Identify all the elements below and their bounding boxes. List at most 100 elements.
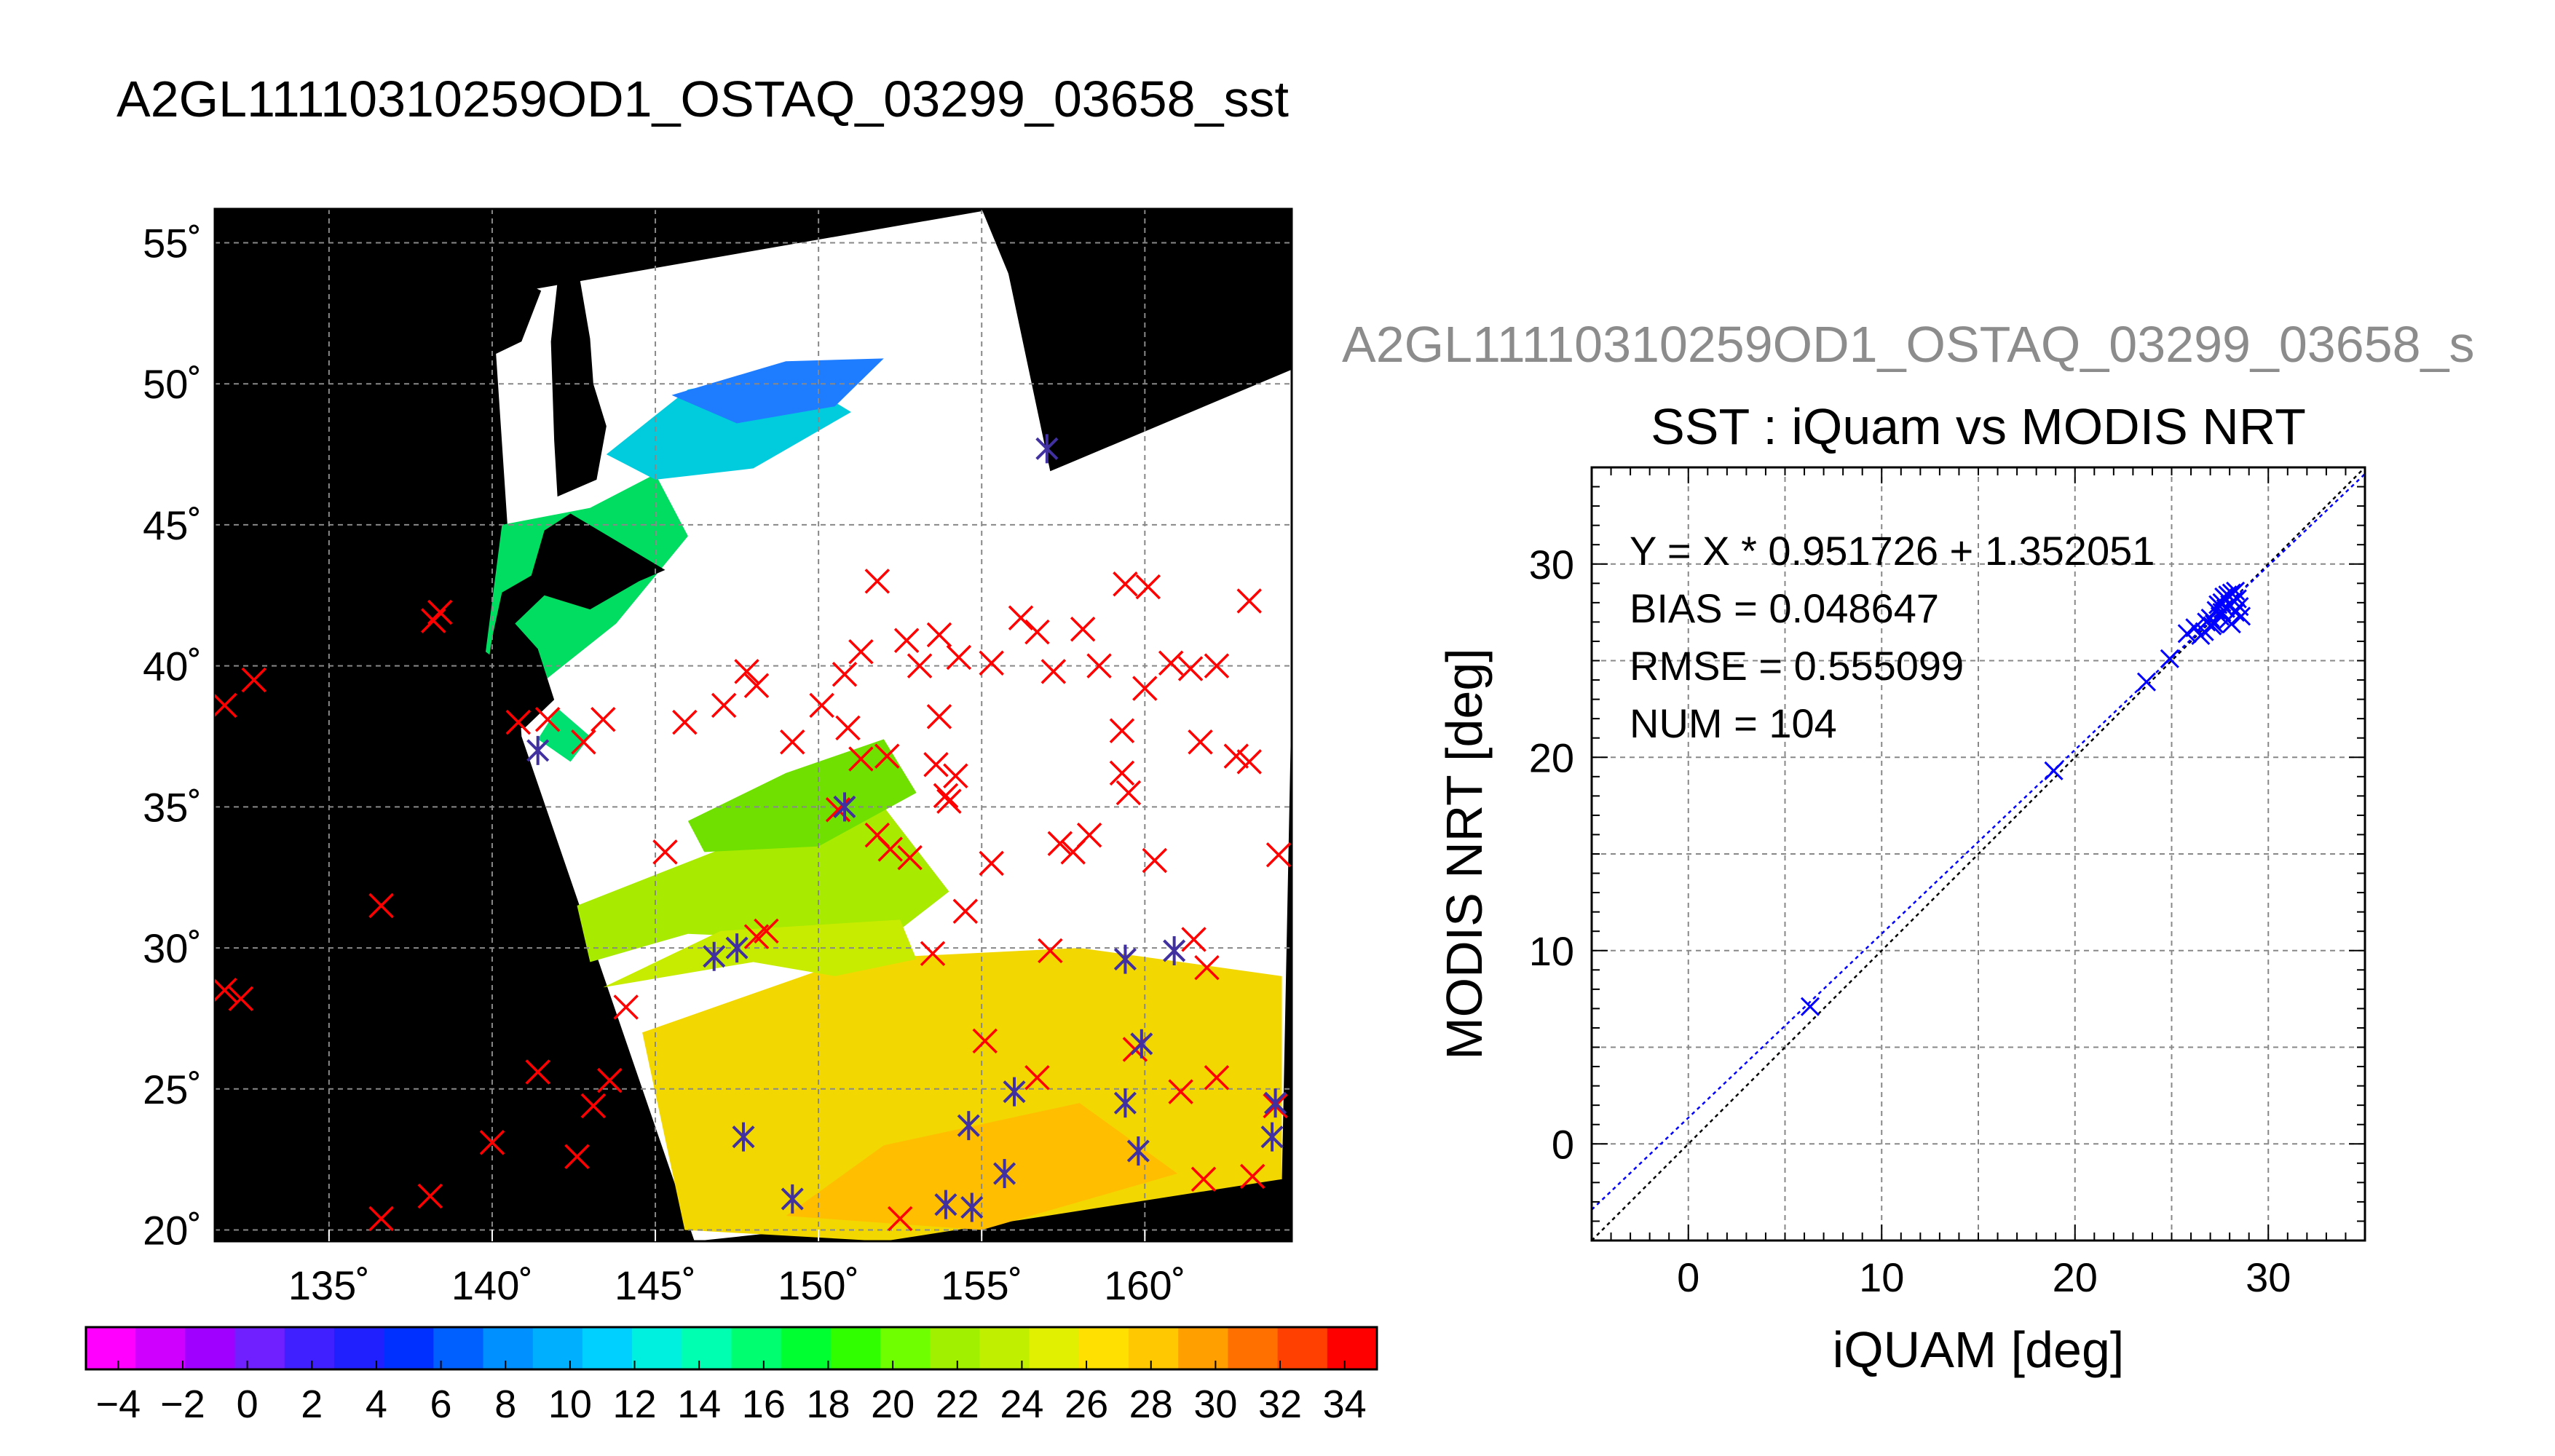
colorbar-tick-label: 22	[936, 1382, 979, 1426]
colorbar-tick-label: 6	[430, 1382, 452, 1426]
land-mass	[485, 513, 666, 728]
map-marker-x	[734, 659, 759, 684]
colorbar-swatch	[582, 1327, 633, 1369]
scatter-marker-x	[2160, 649, 2179, 668]
map-marker-x	[591, 707, 616, 732]
sst-field-patch	[671, 358, 884, 424]
colorbar-frame	[84, 1326, 1378, 1371]
colorbar-tick-label: 16	[742, 1382, 786, 1426]
map-marker-x	[907, 653, 933, 678]
map-marker-asterisk	[1035, 434, 1059, 464]
map-y-tick-label: 30˚	[143, 925, 202, 971]
colorbar-tick-label: 18	[806, 1382, 850, 1426]
annotation-bias: BIAS = 0.048647	[1630, 585, 1939, 631]
map-y-tick-label: 20˚	[143, 1208, 202, 1254]
map-marker-asterisk	[1126, 1136, 1150, 1166]
map-marker-x	[368, 893, 394, 919]
scatter-marker-x	[2222, 614, 2241, 634]
map-marker-asterisk	[725, 933, 749, 963]
map-marker-x	[1204, 1065, 1230, 1091]
map-marker-asterisk	[732, 1122, 755, 1152]
map-marker-x	[1188, 729, 1213, 755]
scatter-x-tick-label: 20	[2053, 1254, 2098, 1300]
map-marker-x	[1109, 718, 1135, 743]
map-marker-asterisk	[833, 792, 856, 822]
map-marker-x	[1135, 574, 1161, 600]
scatter-x-tick-label: 10	[1859, 1254, 1904, 1300]
annotation-num: NUM = 104	[1630, 700, 1837, 746]
map-marker-x	[780, 729, 805, 755]
map-marker-x	[926, 704, 952, 729]
map-x-ticks: 135˚ 140˚ 145˚ 150˚ 155˚ 160˚	[288, 1230, 1185, 1308]
colorbar-swatch	[86, 1327, 136, 1369]
map-marker-x	[571, 729, 596, 755]
map-marker-x	[580, 1093, 607, 1119]
map-marker-x	[923, 752, 949, 778]
colorbar-tick-label: 26	[1065, 1382, 1108, 1426]
colorbar-swatch	[1327, 1327, 1378, 1369]
map-marker-x	[1223, 743, 1249, 769]
map-x-tick-label: 140˚	[451, 1262, 533, 1308]
colorbar-swatch	[234, 1327, 285, 1369]
scatter-marker-x	[2044, 761, 2064, 780]
map-y-tick-label: 45˚	[143, 502, 202, 548]
map-marker-x	[926, 622, 952, 648]
colorbar-tick-label: 32	[1258, 1382, 1302, 1426]
map-marker-x	[1038, 938, 1063, 964]
colorbar-swatch	[532, 1327, 583, 1369]
scatter-y-ticks: 0 10 20 30	[1529, 542, 1574, 1168]
map-marker-x	[809, 692, 834, 719]
colorbar-swatch	[1029, 1327, 1080, 1369]
land-mass	[982, 209, 1194, 328]
map-marker-x	[874, 743, 900, 769]
colorbar-swatch	[1178, 1327, 1229, 1369]
map-marker-x	[1086, 653, 1112, 678]
map-marker-x	[877, 836, 903, 862]
colorbar-tick-label: 4	[366, 1382, 387, 1426]
map-marker-x	[652, 839, 678, 865]
map-marker-x	[1190, 1166, 1217, 1192]
scatter-marker-x	[2185, 618, 2205, 638]
map-marker-x	[887, 1206, 913, 1232]
colorbar-swatch	[930, 1327, 981, 1369]
map-marker-x	[427, 599, 453, 625]
map-marker-x	[946, 644, 972, 670]
scatter-y-tick-label: 0	[1552, 1121, 1574, 1167]
scatter-marker-x	[1800, 997, 1820, 1016]
colorbar-tick-label: 12	[612, 1382, 656, 1426]
map-marker-x	[525, 1059, 550, 1085]
colorbar-swatch	[1228, 1327, 1279, 1369]
map-marker-x	[417, 1183, 443, 1209]
map-marker-x	[1024, 619, 1050, 645]
sst-map-panel: 135˚ 140˚ 145˚ 150˚ 155˚ 160˚ 20˚ 25˚ 30˚ 35˚ 40˚…	[143, 207, 1293, 1308]
map-marker-x	[936, 788, 962, 814]
map-marker-x	[1115, 780, 1142, 806]
colorbar-swatch	[781, 1327, 832, 1369]
colorbar: −4 −2 0 2 4 6 8 10 12 14 16 18 20 22 24 26 28 30 32 34	[84, 1326, 1378, 1426]
map-marker-asterisk	[1113, 1088, 1137, 1118]
map-y-tick-label: 55˚	[143, 220, 202, 266]
map-marker-asterisk	[1003, 1077, 1026, 1107]
map-marker-x	[979, 850, 1004, 877]
map-marker-x	[1047, 831, 1073, 856]
scatter-marker-x	[2226, 581, 2246, 601]
colorbar-tick-label: 30	[1193, 1382, 1237, 1426]
map-marker-x	[1236, 749, 1262, 775]
colorbar-tick-label: 8	[494, 1382, 516, 1426]
scatter-marker-x	[2204, 614, 2224, 634]
colorbar-tick-label: 0	[237, 1382, 258, 1426]
scatter-y-tick-label: 30	[1529, 542, 1574, 587]
colorbar-swatch	[1078, 1327, 1129, 1369]
scatter-x-tick-label: 0	[1677, 1254, 1699, 1300]
colorbar-swatch	[682, 1327, 732, 1369]
land-mass	[550, 262, 607, 497]
map-marker-x	[215, 977, 237, 1003]
colorbar-tick-label: 20	[871, 1382, 915, 1426]
map-marker-x	[933, 783, 959, 809]
map-marker-x	[1181, 927, 1207, 952]
map-marker-x	[848, 746, 874, 772]
map-marker-x	[534, 707, 561, 732]
map-marker-x	[1168, 1079, 1193, 1104]
colorbar-tick-label: 10	[548, 1382, 592, 1426]
